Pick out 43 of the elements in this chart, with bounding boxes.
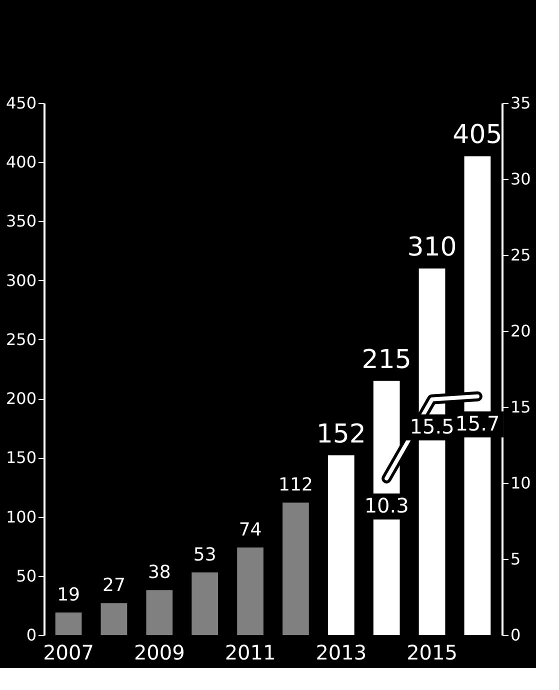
y2-tick-label: 15: [510, 398, 531, 416]
x-tick-label: 2009: [134, 640, 185, 664]
bar: [100, 603, 128, 635]
y-tick-label: 450: [6, 94, 36, 112]
y2-tick-label: 20: [510, 322, 531, 340]
y-tick-label: 200: [6, 389, 36, 408]
data-label: 215: [362, 344, 412, 375]
bar: [192, 572, 218, 635]
y-tick-label: 400: [6, 152, 36, 172]
y2-tick-label: 0: [510, 626, 521, 644]
x-tick-label: 2007: [43, 640, 94, 664]
y2-tick-label: 35: [510, 94, 531, 112]
data-label: 112: [278, 474, 313, 496]
y-tick-label: 350: [6, 212, 36, 231]
x-tick-label: 2011: [224, 640, 276, 664]
bar: [55, 612, 82, 635]
data-label: 27: [102, 575, 126, 596]
data-label: 152: [316, 419, 366, 450]
y-tick-label: 300: [6, 270, 36, 290]
data-label: 10.3: [364, 493, 409, 518]
bar: [282, 502, 309, 635]
data-label: 38: [148, 562, 171, 584]
bar: [328, 455, 354, 635]
y-tick-label: 250: [6, 330, 36, 349]
y2-tick-label: 25: [510, 246, 531, 264]
data-label: 53: [193, 544, 216, 566]
y-tick-label: 150: [6, 448, 36, 468]
data-label: 405: [452, 120, 502, 150]
bar: [237, 548, 264, 635]
data-label: 74: [238, 520, 262, 541]
y2-tick-label: 5: [510, 550, 521, 568]
data-label: 19: [57, 584, 80, 606]
data-label: 15.5: [410, 414, 454, 438]
data-label: 15.7: [455, 411, 500, 436]
y2-tick-label: 10: [510, 474, 531, 492]
x-tick-label: 2015: [406, 640, 458, 664]
y2-tick-label: 30: [510, 170, 531, 188]
y-tick-label: 0: [26, 626, 36, 644]
y-tick-label: 50: [16, 566, 36, 586]
bar: [146, 590, 173, 635]
x-tick-label: 2013: [316, 640, 367, 664]
y-tick-label: 100: [6, 507, 36, 526]
data-label: 310: [407, 232, 457, 263]
